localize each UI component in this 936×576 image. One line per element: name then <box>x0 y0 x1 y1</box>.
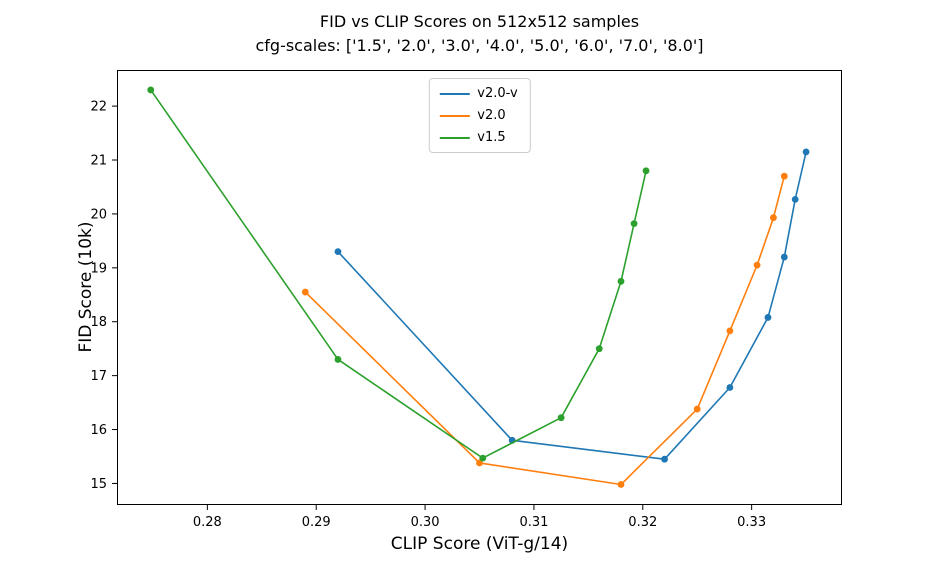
data-point-v2.0-v <box>791 195 799 203</box>
legend: v2.0-v v2.0 v1.5 <box>428 78 531 153</box>
series-line-v2.0-v <box>337 151 807 460</box>
legend-label: v1.5 <box>477 130 506 145</box>
data-point-v2.0-v <box>764 314 772 321</box>
series-line-v2.0 <box>304 175 786 486</box>
y-tick-label: 17 <box>90 369 107 384</box>
data-point-v2.0-v <box>726 384 734 391</box>
data-point-v1.5 <box>334 356 342 363</box>
x-tick-label: 0.32 <box>628 515 657 530</box>
data-point-v2.0 <box>617 481 625 488</box>
legend-item-v2.0: v2.0 <box>439 108 517 123</box>
plot-frame <box>117 70 842 505</box>
data-point-v2.0 <box>693 405 701 413</box>
y-tick-label: 15 <box>90 477 107 492</box>
legend-item-v1.5: v1.5 <box>439 130 517 145</box>
y-tick-label: 18 <box>90 315 107 330</box>
plot-container: 0.28 0.29 0.30 0.31 0.32 0.33 15 16 17 18 19 20 21 22… <box>90 70 842 530</box>
data-point-v1.5 <box>617 277 625 285</box>
x-tick-label: 0.31 <box>519 515 548 530</box>
y-tick-label: 22 <box>90 100 107 115</box>
data-point-v1.5 <box>479 454 487 462</box>
legend-line-sample <box>439 92 470 95</box>
data-point-v1.5 <box>147 86 155 94</box>
y-tick-label: 19 <box>90 261 107 276</box>
data-point-v1.5 <box>630 220 638 228</box>
data-point-v2.0-v <box>780 253 788 261</box>
y-axis-label: FID Score (10k) <box>76 221 96 353</box>
legend-label: v2.0 <box>477 108 506 123</box>
legend-item-v2.0-v: v2.0-v <box>439 86 518 101</box>
chart-title: FID vs CLIP Scores on 512x512 samples <box>319 12 640 31</box>
x-tick-label: 0.33 <box>737 515 766 530</box>
legend-label: v2.0-v <box>477 86 518 101</box>
x-axis-label: CLIP Score (ViT-g/14) <box>390 534 569 554</box>
data-point-v2.0 <box>301 288 309 296</box>
plot-area: 0.28 0.29 0.30 0.31 0.32 0.33 15 16 17 18 19 20 21 22 <box>90 70 842 530</box>
data-point-v1.5 <box>642 167 650 175</box>
data-point-v2.0 <box>726 327 734 335</box>
x-tick-label: 0.29 <box>302 515 331 530</box>
data-point-v2.0-v <box>661 455 668 463</box>
y-tick-label: 20 <box>90 207 107 222</box>
y-tick-label: 21 <box>90 154 107 169</box>
data-point-v2.0-v <box>802 148 810 156</box>
legend-line-sample <box>439 136 470 139</box>
x-tick-label: 0.28 <box>193 515 222 530</box>
data-point-v1.5 <box>557 414 565 422</box>
series-line-v1.5 <box>150 89 647 459</box>
data-point-v2.0 <box>780 172 788 180</box>
x-tick-label: 0.30 <box>411 515 440 530</box>
data-point-v1.5 <box>595 345 603 353</box>
chart-subtitle: cfg-scales: ['1.5', '2.0', '3.0', '4.0',… <box>255 36 704 55</box>
y-tick-label: 16 <box>90 423 107 438</box>
data-point-v2.0 <box>753 261 761 269</box>
data-point-v2.0 <box>476 459 483 467</box>
legend-line-sample <box>439 114 470 117</box>
title-block: FID vs CLIP Scores on 512x512 samples cf… <box>117 10 842 58</box>
data-point-v2.0-v <box>334 248 342 256</box>
data-point-v2.0 <box>770 214 777 222</box>
